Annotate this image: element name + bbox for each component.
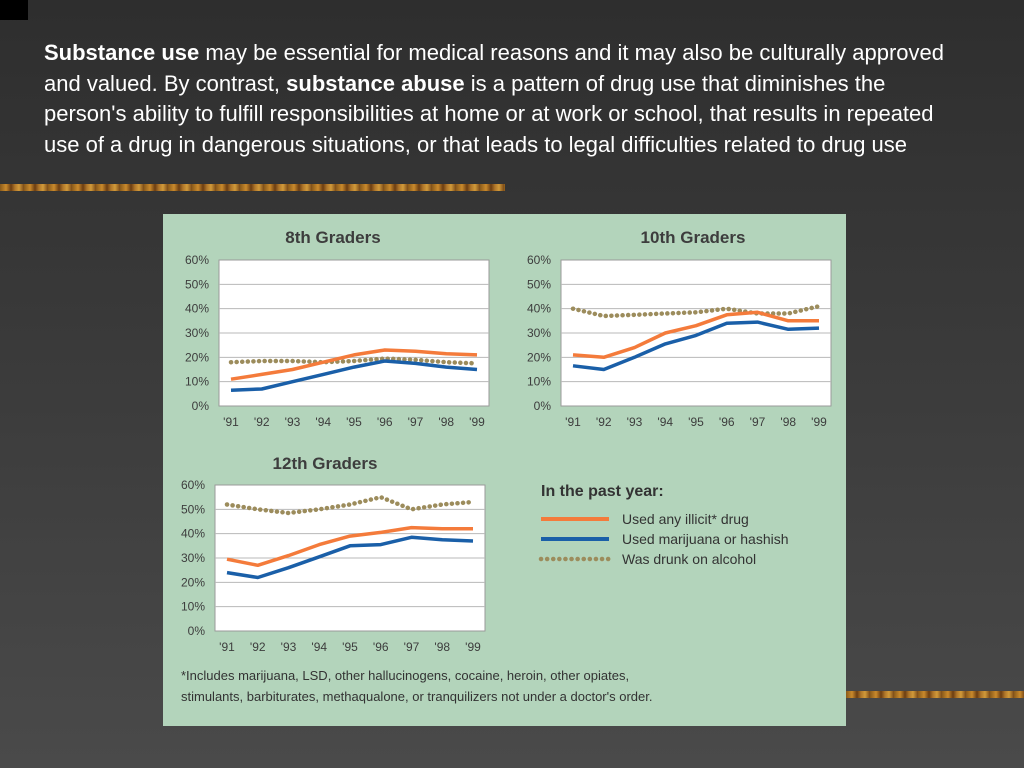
y-tick-label: 60% xyxy=(185,253,209,267)
x-tick-label: '94 xyxy=(657,415,673,429)
series-line-illicit xyxy=(230,348,478,381)
corner-marker xyxy=(0,0,28,20)
y-tick-label: 40% xyxy=(527,302,551,316)
x-tick-label: '98 xyxy=(438,415,454,429)
x-tick-label: '92 xyxy=(596,415,612,429)
x-tick-label: '92 xyxy=(254,415,270,429)
term-substance-use: Substance use xyxy=(44,40,200,65)
series-line-alcohol xyxy=(228,356,480,366)
x-tick-label: '97 xyxy=(404,640,420,654)
legend-label-illicit: Used any illicit* drug xyxy=(622,511,749,527)
y-tick-label: 50% xyxy=(527,277,551,291)
legend-label-marijuana: Used marijuana or hashish xyxy=(622,531,789,547)
y-tick-label: 0% xyxy=(534,399,552,413)
series-line-marijuana xyxy=(226,535,474,580)
series-line-marijuana xyxy=(572,320,820,372)
y-tick-label: 60% xyxy=(527,253,551,267)
decorative-rule-bottom xyxy=(846,691,1024,698)
y-tick-label: 50% xyxy=(181,502,205,516)
y-tick-label: 30% xyxy=(527,326,551,340)
x-tick-label: '94 xyxy=(311,640,327,654)
y-tick-label: 10% xyxy=(527,375,551,389)
x-tick-label: '93 xyxy=(627,415,643,429)
y-tick-label: 10% xyxy=(185,375,209,389)
slide-body-text: Substance use may be essential for medic… xyxy=(44,38,964,160)
y-tick-label: 20% xyxy=(527,350,551,364)
legend-label-alcohol: Was drunk on alcohol xyxy=(622,551,756,567)
series-line-alcohol xyxy=(224,494,476,516)
x-tick-label: '93 xyxy=(281,640,297,654)
x-tick-label: '96 xyxy=(377,415,393,429)
y-tick-label: 30% xyxy=(181,551,205,565)
chart-title: 12th Graders xyxy=(273,454,378,473)
x-tick-label: '91 xyxy=(565,415,581,429)
x-tick-label: '93 xyxy=(285,415,301,429)
x-tick-label: '95 xyxy=(342,640,358,654)
footnote-line-2: stimulants, barbiturates, methaqualone, … xyxy=(181,689,652,704)
x-tick-label: '94 xyxy=(315,415,331,429)
y-tick-label: 20% xyxy=(185,350,209,364)
body-text-part-1: may be essential for medical reasons and… xyxy=(44,40,944,96)
footnote-line-1: *Includes marijuana, LSD, other hallucin… xyxy=(181,668,629,683)
body-text-part-2: is a pattern of drug use that diminishes… xyxy=(44,70,934,157)
x-tick-label: '95 xyxy=(688,415,704,429)
x-tick-label: '99 xyxy=(469,415,485,429)
y-tick-label: 40% xyxy=(181,527,205,541)
y-tick-label: 60% xyxy=(181,478,205,492)
y-tick-label: 30% xyxy=(185,326,209,340)
y-tick-label: 0% xyxy=(188,624,206,638)
x-tick-label: '96 xyxy=(719,415,735,429)
chart-title: 8th Graders xyxy=(285,228,380,247)
y-tick-label: 50% xyxy=(185,277,209,291)
legend: In the past year: Used any illicit* drug… xyxy=(538,483,789,567)
chart-8th-graders: 8th Graders 0% 10% 20% 30% 40% 50% 60% '91 '92 '93… xyxy=(185,228,490,429)
x-tick-label: '95 xyxy=(346,415,362,429)
x-tick-label: '92 xyxy=(250,640,266,654)
series-line-alcohol xyxy=(570,303,822,319)
chart-10th-graders: 10th Graders 0% 10% 20% 30% 40% 50% 60% '91 '92 '9… xyxy=(527,228,832,429)
x-tick-label: '99 xyxy=(811,415,827,429)
series-line-illicit xyxy=(226,525,473,568)
chart-12th-graders: 12th Graders 0% 10% 20% 30% 40% 50% 60% '91 '92 '9… xyxy=(181,454,486,654)
x-tick-label: '98 xyxy=(780,415,796,429)
term-substance-abuse: substance abuse xyxy=(286,70,465,96)
x-tick-label: '96 xyxy=(373,640,389,654)
series-line-illicit xyxy=(572,310,819,360)
decorative-rule-top xyxy=(0,184,505,191)
figure-panel: 8th Graders 0% 10% 20% 30% 40% 50% 60% '91 '92 '93… xyxy=(163,214,846,726)
x-tick-label: '97 xyxy=(408,415,424,429)
y-tick-label: 10% xyxy=(181,600,205,614)
x-tick-label: '98 xyxy=(434,640,450,654)
y-tick-label: 0% xyxy=(192,399,210,413)
x-tick-label: '97 xyxy=(750,415,766,429)
chart-title: 10th Graders xyxy=(641,228,746,247)
x-tick-label: '91 xyxy=(219,640,235,654)
legend-title: In the past year: xyxy=(541,483,664,500)
y-tick-label: 40% xyxy=(185,302,209,316)
x-tick-label: '91 xyxy=(223,415,239,429)
figure-svg: 8th Graders 0% 10% 20% 30% 40% 50% 60% '91 '92 '93… xyxy=(181,228,832,704)
series-line-marijuana xyxy=(230,359,478,392)
y-tick-label: 20% xyxy=(181,575,205,589)
x-tick-label: '99 xyxy=(465,640,481,654)
